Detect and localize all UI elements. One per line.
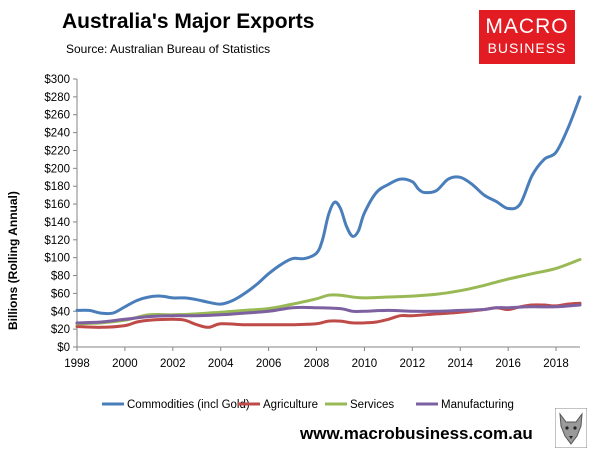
- wolf-logo-icon: [555, 408, 587, 448]
- y-tick-label: $260: [44, 110, 70, 122]
- logo-line2: BUSINESS: [487, 40, 567, 56]
- y-tick-label: $60: [51, 288, 70, 300]
- y-tick-label: $300: [44, 74, 70, 86]
- y-tick-label: $180: [44, 181, 70, 193]
- x-tick-label: 2004: [208, 358, 234, 370]
- y-tick-label: $200: [44, 163, 70, 175]
- x-tick-label: 2018: [543, 358, 569, 370]
- y-tick-label: $140: [44, 217, 70, 229]
- y-tick-label: $160: [44, 199, 70, 211]
- legend-label-services: Services: [350, 399, 394, 411]
- series-line-services: [75, 258, 582, 326]
- y-tick-label: $240: [44, 128, 70, 140]
- y-tick-label: $280: [44, 92, 70, 104]
- chart-subtitle: Source: Australian Bureau of Statistics: [66, 42, 271, 56]
- series-line-manufacturing: [75, 303, 582, 325]
- x-tick-label: 1998: [64, 358, 90, 370]
- x-tick-label: 2012: [400, 358, 426, 370]
- y-tick-label: $80: [51, 271, 70, 283]
- y-tick-label: $40: [51, 306, 70, 318]
- series-line-commodities-incl-gold: [75, 95, 582, 316]
- y-tick-label: $120: [44, 235, 70, 247]
- legend-label-agriculture: Agriculture: [263, 399, 318, 411]
- x-tick-label: 2000: [112, 358, 138, 370]
- x-tick-label: 2014: [447, 358, 473, 370]
- x-tick-label: 2016: [495, 358, 521, 370]
- legend-label-manufacturing: Manufacturing: [441, 399, 514, 411]
- macrobusiness-logo: MACRO BUSINESS: [479, 10, 575, 64]
- chart-title: Australia's Major Exports: [62, 10, 315, 33]
- y-tick-label: $0: [57, 342, 70, 354]
- x-tick-label: 2006: [256, 358, 282, 370]
- legend-label-commodities-incl-gold: Commodities (incl Gold): [127, 399, 250, 411]
- x-tick-label: 2002: [160, 358, 186, 370]
- y-tick-label: $100: [44, 253, 70, 265]
- y-tick-label: $20: [51, 324, 70, 336]
- x-tick-label: 2010: [352, 358, 378, 370]
- x-tick-label: 2008: [304, 358, 330, 370]
- y-tick-label: $220: [44, 145, 70, 157]
- logo-line1: MACRO: [485, 15, 569, 38]
- website-url: www.macrobusiness.com.au: [300, 424, 533, 443]
